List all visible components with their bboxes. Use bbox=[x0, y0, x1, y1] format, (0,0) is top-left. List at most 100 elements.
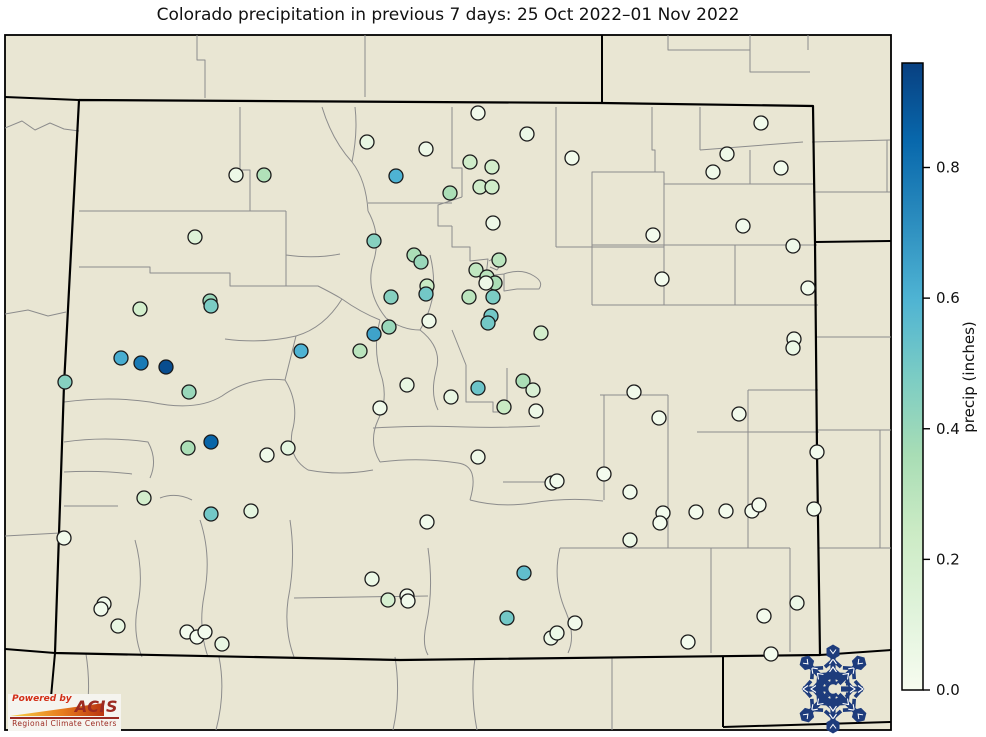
station-point bbox=[372, 400, 388, 416]
county-lines-east bbox=[811, 139, 891, 549]
state-boundaries bbox=[5, 35, 891, 730]
station-point bbox=[57, 374, 73, 390]
station-point bbox=[366, 233, 382, 249]
station-point bbox=[756, 608, 772, 624]
snowflake-icon bbox=[799, 644, 867, 734]
station-point bbox=[549, 625, 565, 641]
snowflake-center-c bbox=[816, 672, 844, 706]
station-point bbox=[214, 636, 230, 652]
station-point bbox=[519, 126, 535, 142]
county-lines-west-south-neighbors bbox=[5, 120, 613, 730]
station-point bbox=[785, 340, 801, 356]
station-point bbox=[654, 271, 670, 287]
station-point bbox=[809, 444, 825, 460]
station-point bbox=[418, 286, 434, 302]
station-point bbox=[499, 610, 515, 626]
station-point bbox=[256, 167, 272, 183]
station-point bbox=[705, 164, 721, 180]
station-point bbox=[400, 593, 416, 609]
station-point bbox=[381, 319, 397, 335]
station-point bbox=[93, 601, 109, 617]
colorbar: 0.0 0.2 0.4 0.6 0.8 precip (inches) bbox=[901, 62, 978, 699]
colorbar-tick-label: 0.6 bbox=[936, 289, 960, 307]
figure-title: Colorado precipitation in previous 7 day… bbox=[156, 5, 740, 25]
station-point bbox=[753, 115, 769, 131]
station-point bbox=[496, 399, 512, 415]
station-point bbox=[187, 229, 203, 245]
station-point bbox=[470, 449, 486, 465]
station-point bbox=[515, 373, 531, 389]
colorbar-tick-label: 0.4 bbox=[936, 420, 960, 438]
station-point bbox=[418, 141, 434, 157]
station-point bbox=[484, 159, 500, 175]
station-point bbox=[443, 389, 459, 405]
station-point bbox=[364, 571, 380, 587]
station-point bbox=[626, 384, 642, 400]
map-frame bbox=[4, 34, 892, 731]
station-point bbox=[180, 440, 196, 456]
station-point bbox=[359, 134, 375, 150]
colorbar-ticks: 0.0 0.2 0.4 0.6 0.8 bbox=[923, 159, 960, 699]
station-point bbox=[533, 325, 549, 341]
station-point bbox=[110, 618, 126, 634]
station-point bbox=[525, 382, 541, 398]
station-point bbox=[622, 484, 638, 500]
county-lines-south bbox=[134, 481, 572, 658]
station-point bbox=[485, 215, 501, 231]
station-point bbox=[243, 503, 259, 519]
station-point bbox=[731, 406, 747, 422]
colorbar-tick-label: 0.2 bbox=[936, 550, 960, 568]
snowflake-inner-c bbox=[824, 680, 839, 698]
station-point bbox=[442, 185, 458, 201]
station-point bbox=[293, 343, 309, 359]
county-lines-north bbox=[196, 35, 810, 98]
station-point bbox=[622, 532, 638, 548]
colorbar-label: precip (inches) bbox=[960, 321, 978, 432]
station-point bbox=[485, 289, 501, 305]
station-point bbox=[800, 280, 816, 296]
snowflake-arm bbox=[836, 692, 867, 723]
station-point bbox=[132, 301, 148, 317]
colorbar-tick-label: 0.0 bbox=[936, 681, 960, 699]
station-point bbox=[719, 146, 735, 162]
colorbar-gradient bbox=[901, 62, 924, 691]
station-point bbox=[421, 313, 437, 329]
station-point bbox=[567, 615, 583, 631]
station-point bbox=[470, 380, 486, 396]
station-point bbox=[181, 384, 197, 400]
station-point bbox=[133, 355, 149, 371]
station-point bbox=[735, 218, 751, 234]
station-point bbox=[419, 514, 435, 530]
station-point bbox=[651, 410, 667, 426]
acis-underline bbox=[10, 717, 119, 719]
station-point bbox=[113, 350, 129, 366]
acis-logo: Powered by ACIS Regional Climate Centers bbox=[8, 694, 121, 731]
station-point bbox=[352, 343, 368, 359]
station-point bbox=[680, 634, 696, 650]
station-point bbox=[399, 377, 415, 393]
county-lines-sw bbox=[63, 335, 374, 507]
station-point bbox=[478, 275, 494, 291]
station-point bbox=[763, 646, 779, 662]
station-point bbox=[645, 227, 661, 243]
station-point bbox=[203, 434, 219, 450]
station-point bbox=[718, 503, 734, 519]
station-point bbox=[280, 440, 296, 456]
station-point bbox=[470, 105, 486, 121]
station-point bbox=[688, 504, 704, 520]
station-point bbox=[413, 254, 429, 270]
acis-subtitle: Regional Climate Centers bbox=[12, 719, 117, 728]
station-point bbox=[516, 565, 532, 581]
colorado-border bbox=[53, 98, 822, 662]
station-point bbox=[383, 289, 399, 305]
station-point bbox=[136, 490, 152, 506]
station-point bbox=[564, 150, 580, 166]
station-point bbox=[158, 359, 174, 375]
station-point bbox=[751, 497, 767, 513]
station-point bbox=[528, 403, 544, 419]
station-point bbox=[380, 592, 396, 608]
station-point bbox=[203, 298, 219, 314]
station-point bbox=[388, 168, 404, 184]
